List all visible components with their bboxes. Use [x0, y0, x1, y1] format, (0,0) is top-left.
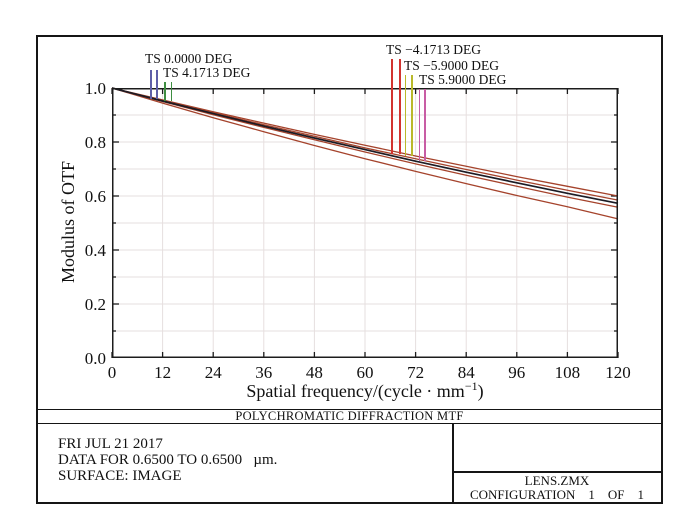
legend-marker-line	[399, 59, 401, 154]
legend-marker-line	[150, 70, 152, 99]
date-text: FRI JUL 21 2017	[58, 436, 163, 452]
x-tick-label: 36	[255, 363, 273, 382]
legend-label: TS 0.0000 DEG	[145, 51, 233, 66]
legend-marker-line	[164, 82, 166, 101]
x-tick-label: 0	[107, 363, 117, 382]
y-tick-label: 0.2	[84, 295, 106, 314]
y-axis-title: Modulus of OTF	[58, 161, 78, 284]
subtitle-band: POLYCHROMATIC DIFFRACTION MTF	[36, 409, 663, 424]
legend-marker-line	[418, 89, 421, 161]
mtf-curve-4	[111, 87, 619, 208]
x-axis-title: Spatial frequency/(cycle · mm−1)	[112, 379, 618, 402]
x-tick-label: 60	[356, 363, 374, 382]
vertical-divider	[452, 423, 454, 503]
legend-label: TS −5.9000 DEG	[404, 58, 499, 73]
x-tick-label: 84	[457, 363, 475, 382]
legend-marker-line	[391, 59, 393, 154]
x-tick-label: 24	[204, 363, 222, 382]
figure-frame	[36, 35, 663, 504]
x-axis-title-suffix: )	[477, 381, 484, 401]
legend-marker-line	[404, 75, 407, 156]
mtf-curve-3-axis	[111, 87, 619, 205]
y-tick-label: 0.4	[84, 241, 106, 260]
x-tick-label: 12	[154, 363, 172, 382]
y-tick-label: 0.8	[84, 133, 106, 152]
x-tick-label: 72	[407, 363, 425, 382]
x-axis-title-superscript: −1	[464, 379, 478, 393]
y-tick-label: 0.0	[84, 349, 106, 368]
plot-border	[112, 88, 618, 358]
x-tick-label: 120	[605, 363, 631, 382]
legend-marker-line	[156, 70, 158, 99]
y-tick-label: 1.0	[84, 79, 106, 98]
x-tick-label: 108	[554, 363, 581, 382]
legend-label: TS 5.9000 DEG	[419, 72, 507, 87]
lens-file-text: LENS.ZMX	[524, 473, 590, 488]
legend-label: TS 4.1713 DEG	[163, 65, 251, 80]
legend-marker-line	[411, 75, 413, 156]
x-tick-label: 96	[508, 363, 526, 382]
surface-text: SURFACE: IMAGE	[58, 468, 182, 484]
horizontal-divider	[452, 471, 663, 473]
y-tick-label: 0.6	[84, 187, 106, 206]
legend-marker-line	[424, 89, 426, 161]
x-axis-title-text: Spatial frequency/(cycle · mm	[246, 381, 465, 401]
data-range-text: DATA FOR 0.6500 TO 0.6500 µm.	[58, 452, 278, 468]
mtf-curve-1	[111, 87, 619, 197]
plot-area	[111, 87, 619, 358]
x-tick-label: 48	[305, 363, 323, 382]
configuration-text: CONFIGURATION 1 OF 1	[469, 487, 645, 502]
legend-marker-line	[170, 82, 173, 101]
mtf-curve-5	[111, 87, 619, 220]
legend-label: TS −4.1713 DEG	[386, 42, 481, 57]
